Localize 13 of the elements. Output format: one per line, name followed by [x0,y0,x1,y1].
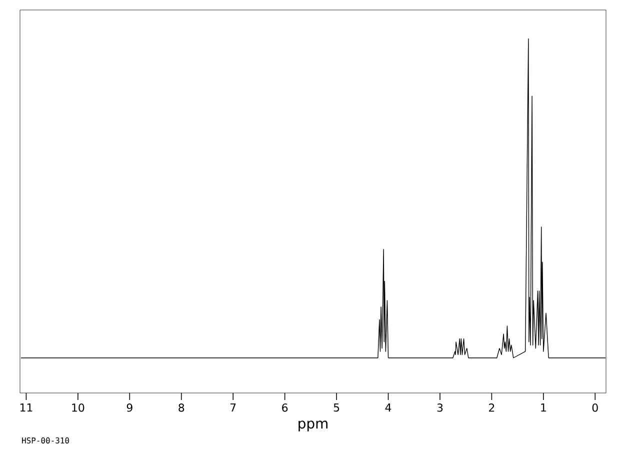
x-tick-label: 10 [72,404,84,412]
x-tick-label: 3 [437,404,443,412]
x-axis-title: ppm [298,420,328,432]
x-tick-label: 11 [20,404,32,412]
x-tick-label: 6 [282,404,288,412]
x-tick-label: 0 [592,404,598,412]
x-tick-label: 9 [126,404,132,412]
x-tick-label: 1 [541,404,546,412]
x-tick-label: 8 [178,404,184,412]
x-tick-label: 4 [385,404,392,412]
x-tick-label: 2 [489,404,494,412]
x-tick-label: 5 [334,404,340,412]
x-tick-label: 7 [230,404,236,412]
